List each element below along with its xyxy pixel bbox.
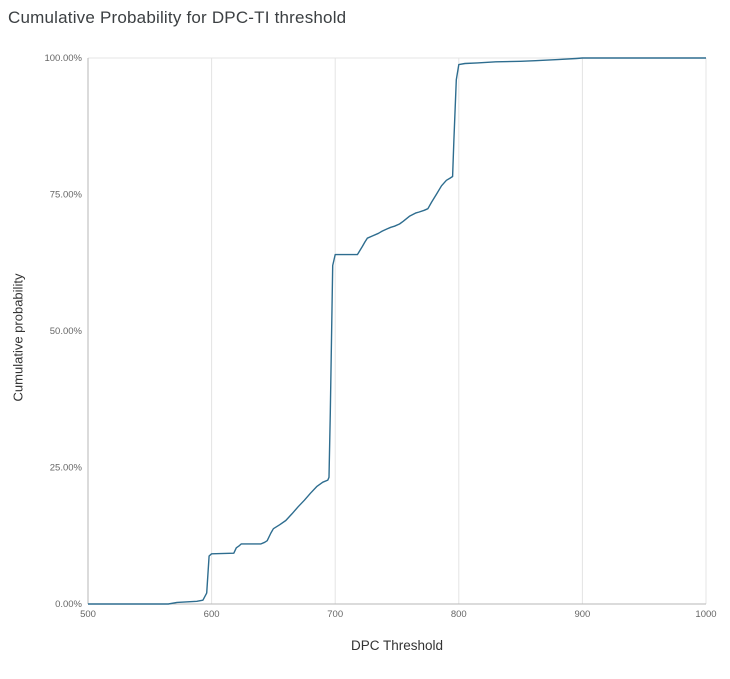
x-axis-label: DPC Threshold: [350, 638, 444, 653]
y-tick-label: 50.00%: [50, 326, 83, 337]
x-tick-label: 900: [574, 609, 590, 620]
x-tick-label: 800: [451, 609, 467, 620]
series-line-cumulative-probability: [88, 57, 706, 605]
chart-title: Cumulative Probability for DPC-TI thresh…: [8, 8, 347, 27]
y-tick-label: 0.00%: [55, 599, 82, 610]
y-tick-label: 75.00%: [50, 190, 83, 201]
y-tick-label: 25.00%: [50, 463, 83, 474]
x-tick-label: 700: [327, 609, 343, 620]
x-tick-label: 1000: [695, 609, 716, 620]
y-tick-label: 100.00%: [44, 53, 82, 64]
x-tick-label: 500: [80, 609, 96, 620]
plot-area: 500 600 700 800 900 1000 0.00% 25.00% 50.00% 75.0…: [44, 53, 716, 620]
x-tick-label: 600: [204, 609, 220, 620]
